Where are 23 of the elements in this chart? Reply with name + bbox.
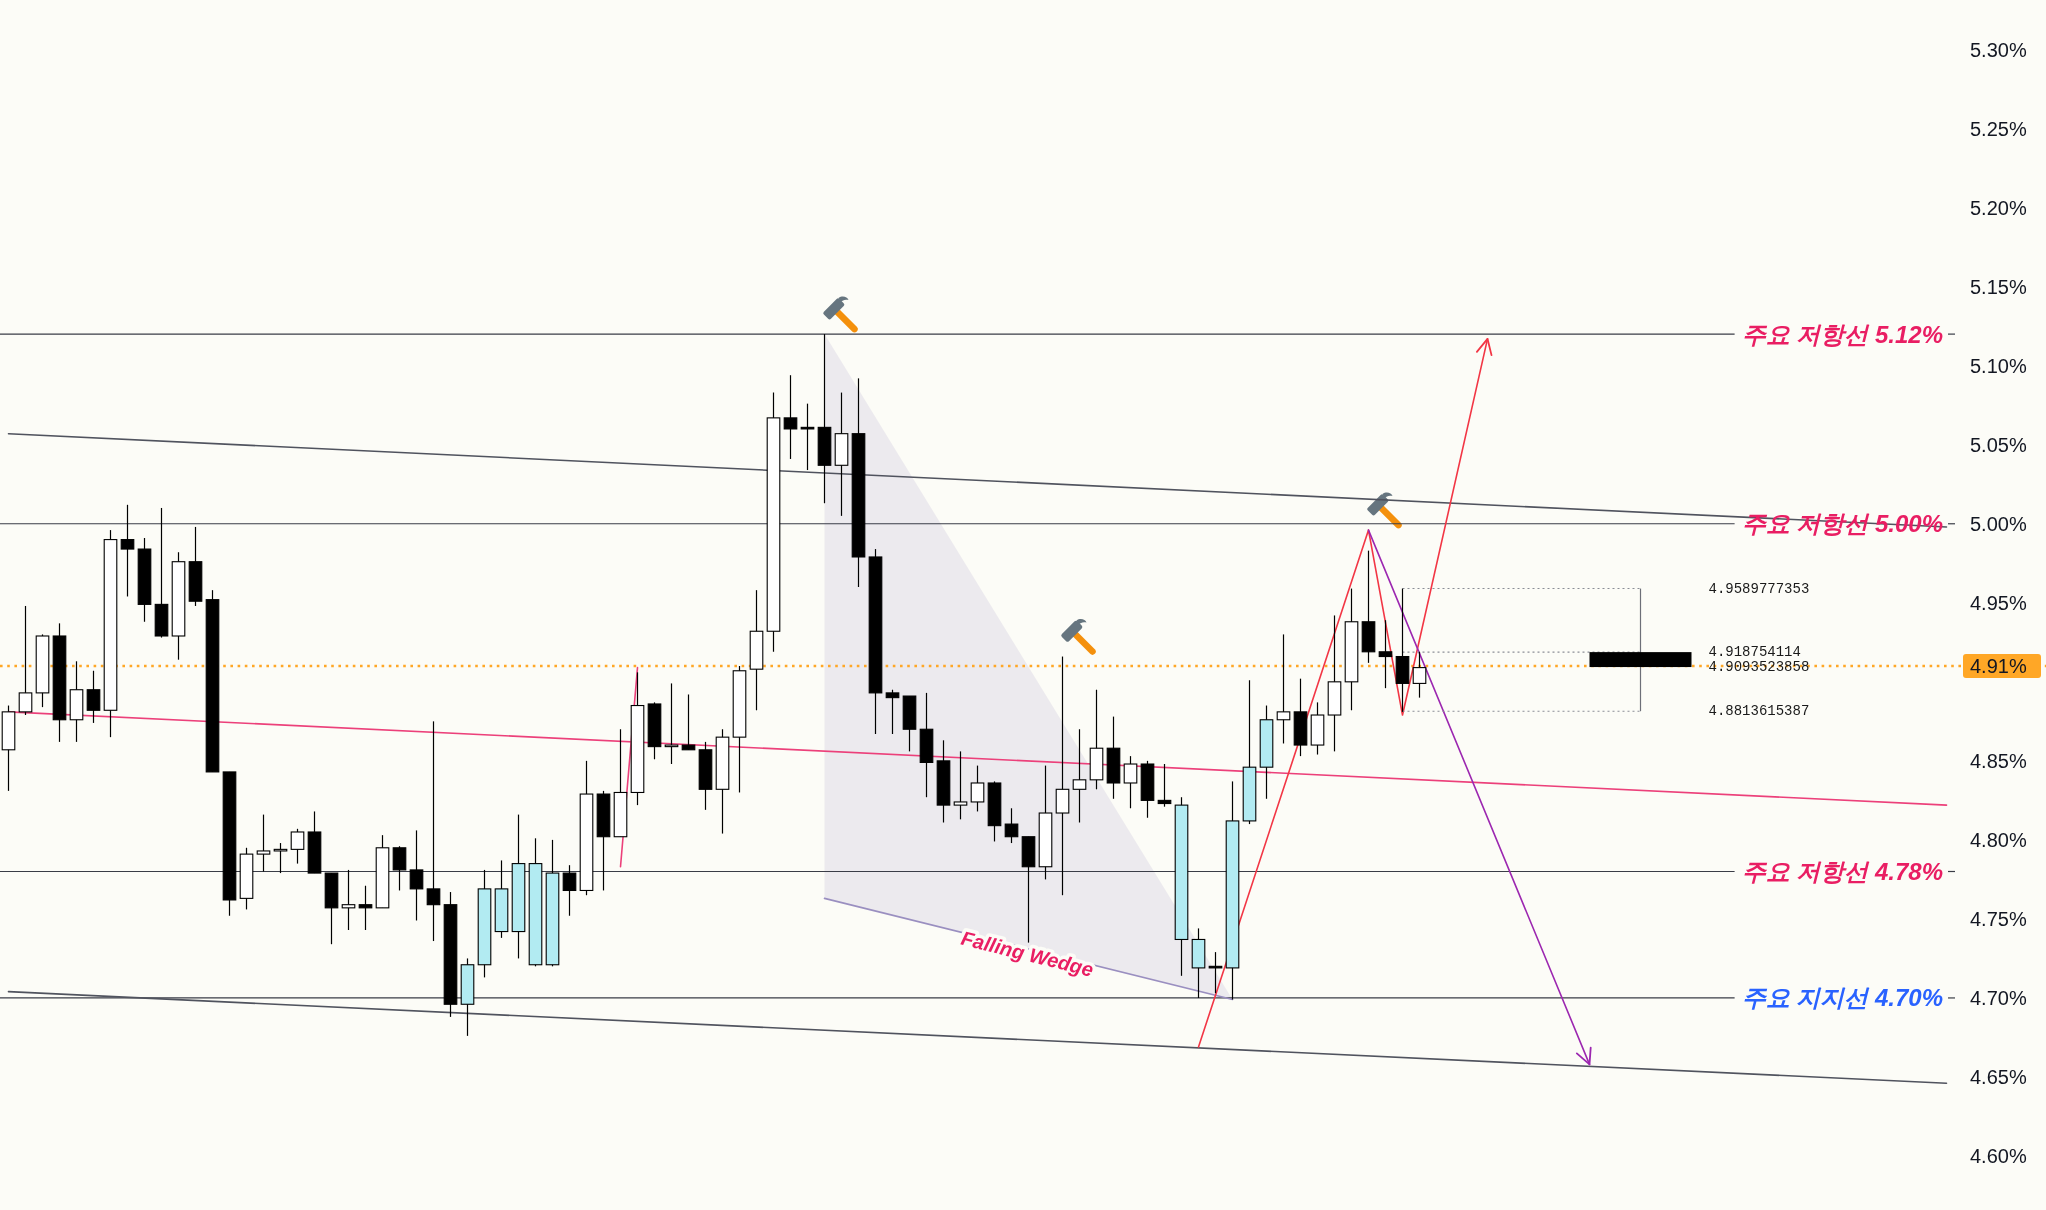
ref-line-label: 주요 지지선 4.70% (1741, 984, 1943, 1012)
y-tick-label: 5.10% (1970, 354, 2027, 377)
annotation: 4.9093523858 (1708, 659, 1810, 676)
y-tick-label: 5.05% (1970, 433, 2027, 456)
y-tick-label: 4.65% (1970, 1065, 2027, 1088)
annotation: 4.8813615387 (1708, 703, 1810, 720)
text: Falling Wedge (959, 926, 1096, 981)
y-tick-label: 5.00% (1970, 512, 2027, 535)
y-tick-label: 4.75% (1970, 907, 2027, 930)
y-tick-label: 5.15% (1970, 275, 2027, 298)
annotation: 4.918754114 (1708, 644, 1801, 661)
y-tick-label: 4.60% (1970, 1145, 2027, 1167)
y-tick-label: 4.80% (1970, 828, 2027, 851)
y-tick-label: 4.95% (1970, 591, 2027, 614)
y-tick-label: 5.25% (1970, 117, 2027, 140)
y-tick-label: 4.85% (1970, 749, 2027, 772)
ref-line-label: 4.91% (1970, 655, 2027, 678)
y-tick-label: 4.70% (1970, 986, 2027, 1009)
y-tick-label: 5.30% (1970, 38, 2027, 61)
y-tick-label: 5.20% (1970, 196, 2027, 219)
ref-line-label: 주요 저항선 4.78% (1741, 858, 1943, 885)
ref-line-label: 주요 저항선 5.12% (1741, 320, 1943, 348)
annotation: 4.9589777353 (1708, 580, 1810, 597)
